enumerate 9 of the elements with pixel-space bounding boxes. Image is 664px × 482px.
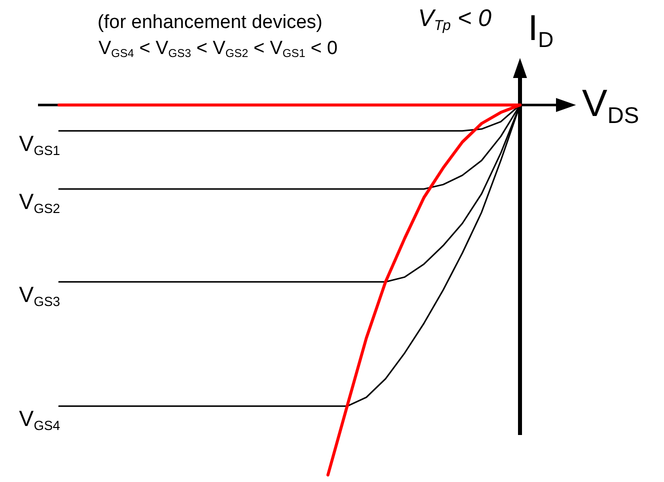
text: V$_{Tp}$ < 0 (418, 5, 492, 34)
series-label: V$_{GS2}$ (19, 188, 60, 216)
series-label: V$_{GS3}$ (19, 282, 60, 309)
series-label: V$_{GS1}$ (19, 130, 60, 158)
x-axis-title: V$_{DS}$ (582, 83, 640, 128)
y-axis-title: I$_{D}$ (528, 7, 554, 52)
text: (for enhancement devices) (98, 12, 322, 33)
series-label: V$_{GS4}$ (19, 406, 60, 434)
text: V$_{GS4}$ < V$_{GS3}$ < V$_{GS2}$ < V$_{GS1}$ < 0 (98, 38, 338, 60)
